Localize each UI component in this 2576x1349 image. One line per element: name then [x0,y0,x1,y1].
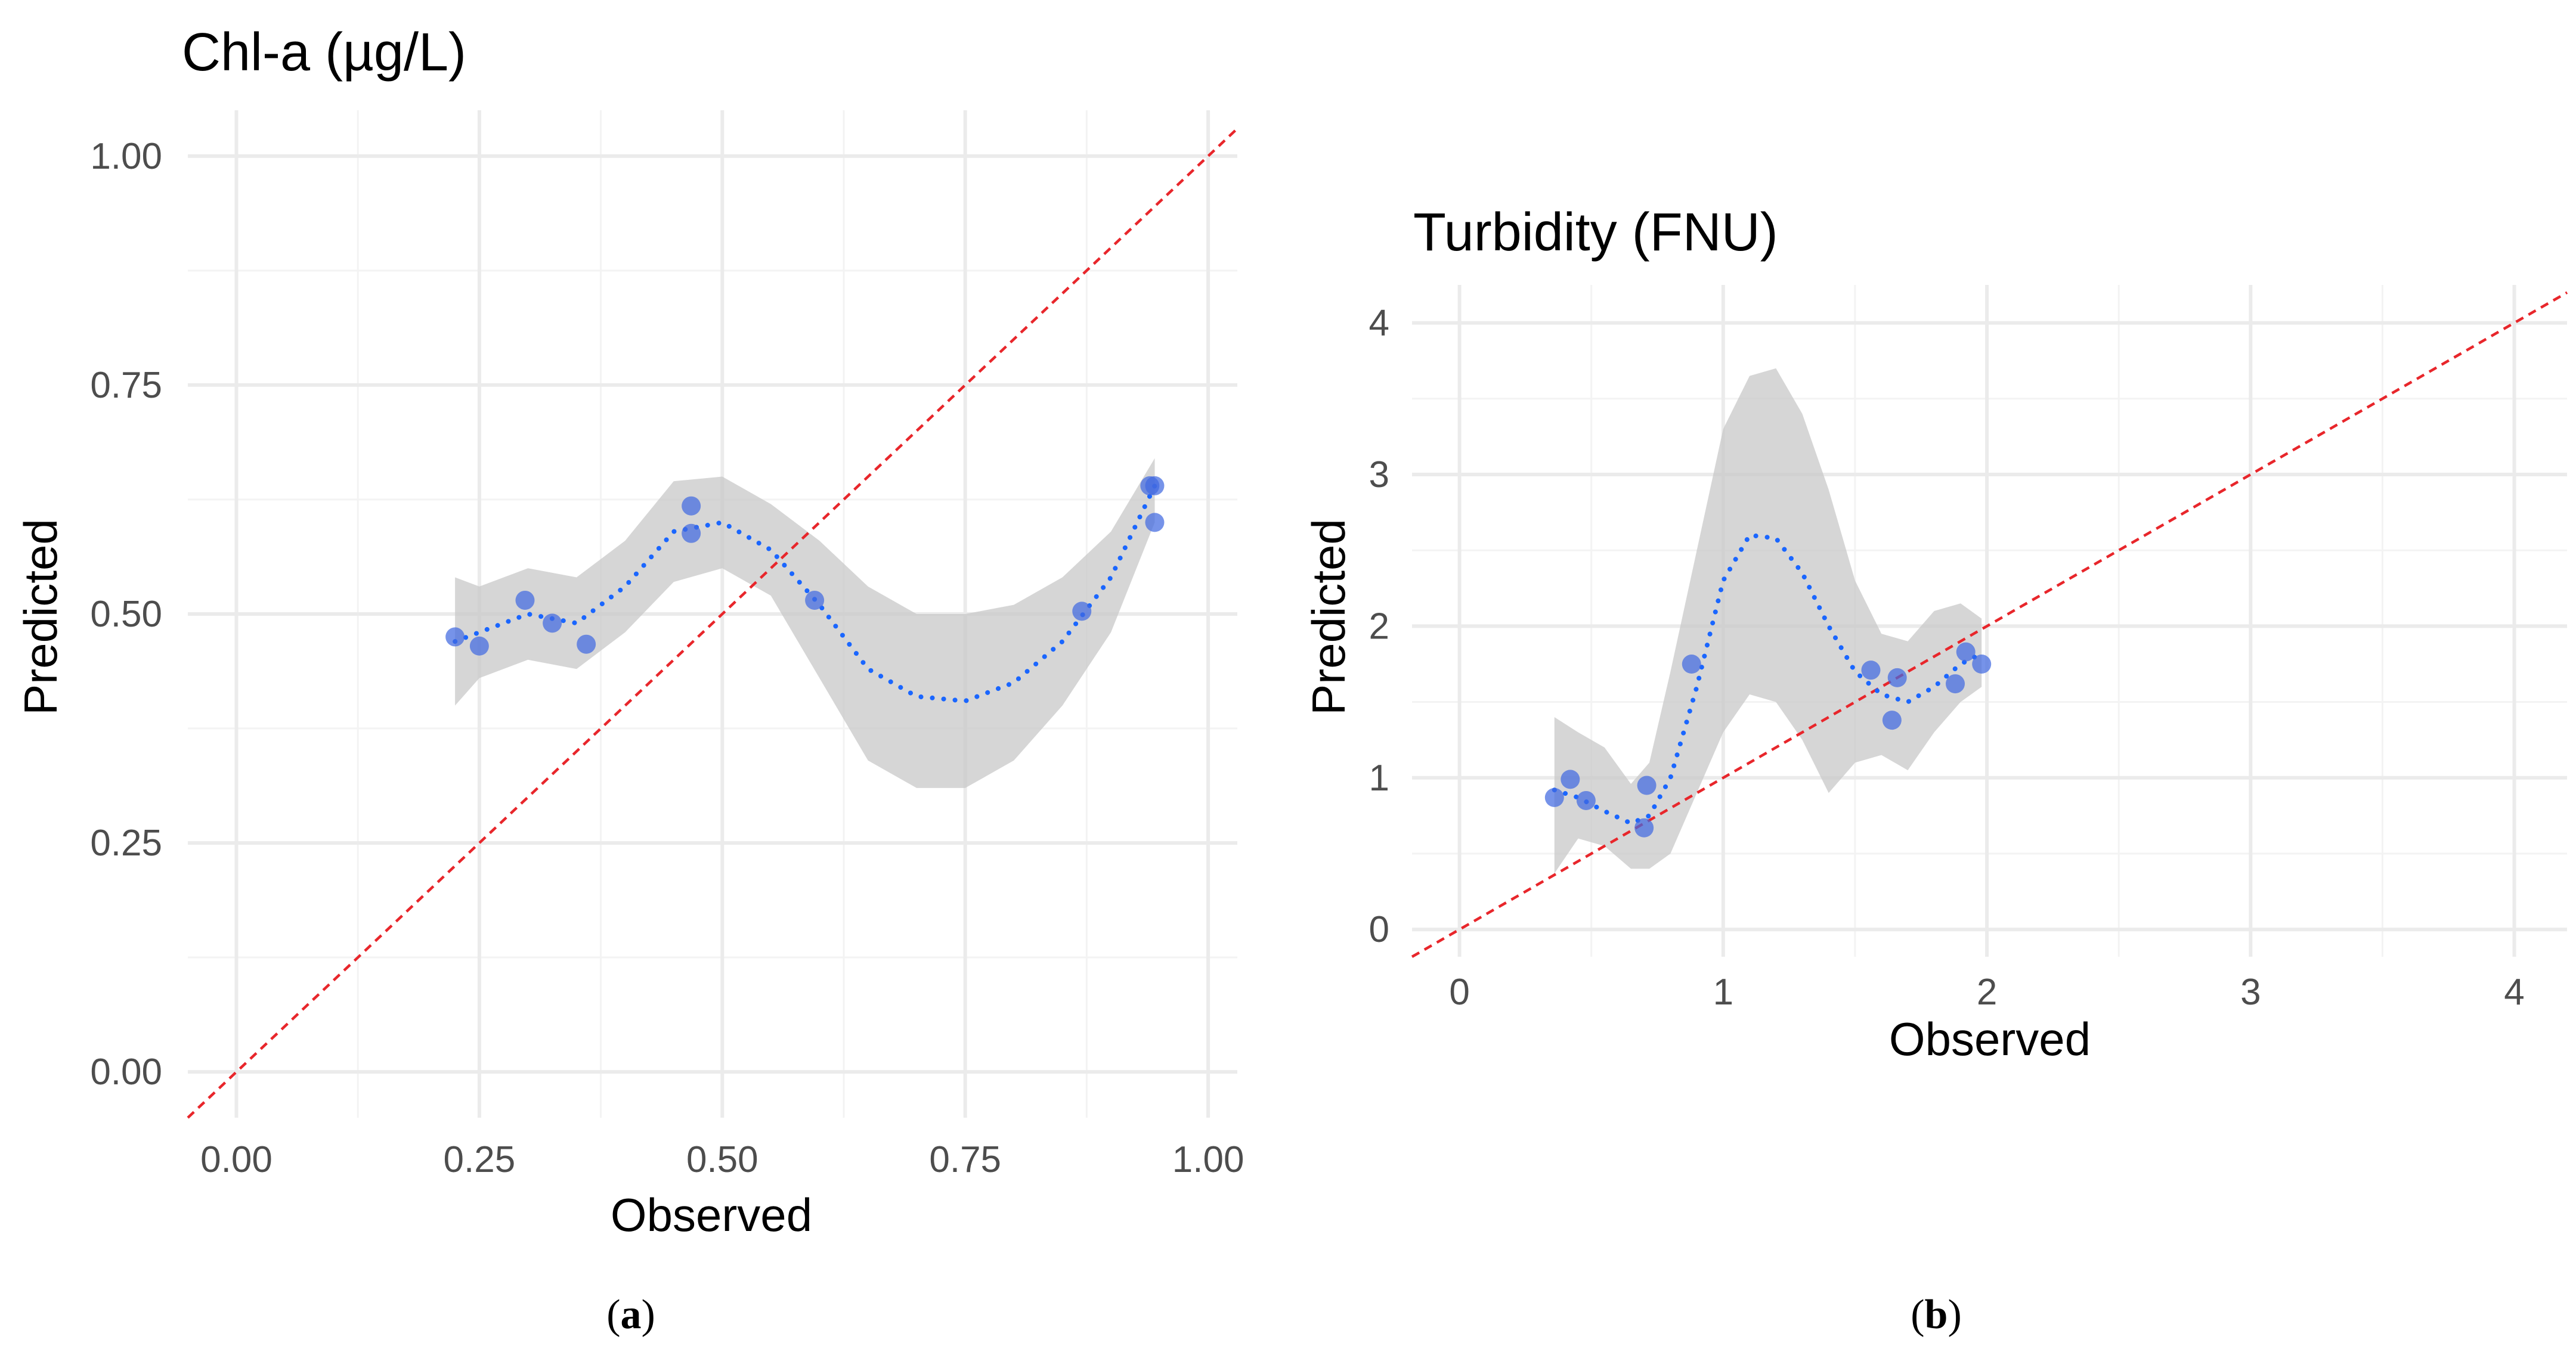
x-tick-label: 3 [2240,972,2261,1013]
data-point [682,523,701,543]
data-point [543,613,562,633]
y-axis-label: Predicted [1302,519,1355,715]
data-point [1576,790,1596,810]
identity-line [187,128,1239,1119]
confidence-band-area [455,458,1155,788]
data-point [1956,642,1976,662]
panel-caption-b: (b) [1911,1292,1962,1338]
y-tick-label: 0.75 [90,365,162,406]
data-point [1861,660,1881,680]
x-axis-label: Observed [1889,1013,2091,1065]
identity-line [1411,291,2568,958]
data-point [1637,776,1657,795]
y-tick-label: 0.00 [90,1052,162,1093]
data-point [577,634,596,654]
panel-chl-a: Chl-a (µg/L) 0.00 0.25 0.50 0.75 1.00 0.000.… [14,23,1244,1338]
x-tick-label: 2 [1977,972,1997,1013]
y-tick-label: 1.00 [90,136,162,177]
y-tick-label: 1 [1369,758,1389,799]
data-point [1561,770,1580,789]
grid-lines [1412,285,2567,957]
data-points [1544,642,1992,838]
y-tick-label: 0.25 [90,823,162,864]
grid-lines [188,110,1237,1118]
smooth-line [1552,532,1984,826]
confidence-band [455,458,1155,788]
panel-turbidity: Turbidity (FNU) 0 1 2 3 4 0 1 2 3 4 Observed Pre… [1302,203,2568,1338]
y-tick-labels: 0.00 0.25 0.50 0.75 1.00 [90,136,162,1093]
data-point [682,496,701,516]
x-tick-label: 1.00 [1172,1139,1244,1180]
confidence-band [1554,368,1982,874]
x-tick-label: 0.75 [929,1139,1001,1180]
data-point [1972,655,1992,674]
data-point [1145,476,1165,495]
x-tick-labels: 0.00 0.25 0.50 0.75 1.00 [200,1139,1244,1180]
data-point [1882,711,1902,730]
data-point [1887,668,1907,687]
data-points [445,476,1165,656]
caption-letter: a [621,1292,642,1338]
data-point [1145,513,1165,532]
x-axis-label: Observed [611,1189,812,1241]
panel-caption-a: (a) [606,1292,655,1338]
y-tick-label: 0.50 [90,594,162,635]
x-tick-labels: 0 1 2 3 4 [1449,972,2524,1013]
x-tick-label: 0.25 [444,1139,516,1180]
data-point [1544,787,1564,807]
confidence-band-area [1554,368,1982,874]
y-tick-label: 2 [1369,606,1389,647]
data-point [1946,674,1965,694]
y-tick-labels: 0 1 2 3 4 [1369,303,1389,951]
plot-title: Turbidity (FNU) [1413,203,1778,262]
identity-reference-line [1411,291,2568,958]
data-point [1682,655,1701,674]
data-point [1634,818,1654,838]
x-tick-label: 1 [1713,972,1733,1013]
plot-title: Chl-a (µg/L) [182,23,466,82]
identity-reference-line [187,128,1239,1119]
x-tick-label: 0.50 [686,1139,758,1180]
data-point [515,590,535,610]
x-tick-label: 0 [1449,972,1469,1013]
data-point [805,590,825,610]
y-axis-label: Predicted [14,519,67,715]
y-tick-label: 0 [1369,909,1389,950]
y-tick-label: 4 [1369,303,1389,344]
caption-letter: b [1925,1292,1948,1338]
x-tick-label: 0.00 [200,1139,273,1180]
smooth-fit-line [1552,532,1984,826]
y-tick-label: 3 [1369,454,1389,495]
data-point [445,627,465,647]
data-point [469,636,489,656]
data-point [1072,601,1092,621]
x-tick-label: 4 [2504,972,2524,1013]
